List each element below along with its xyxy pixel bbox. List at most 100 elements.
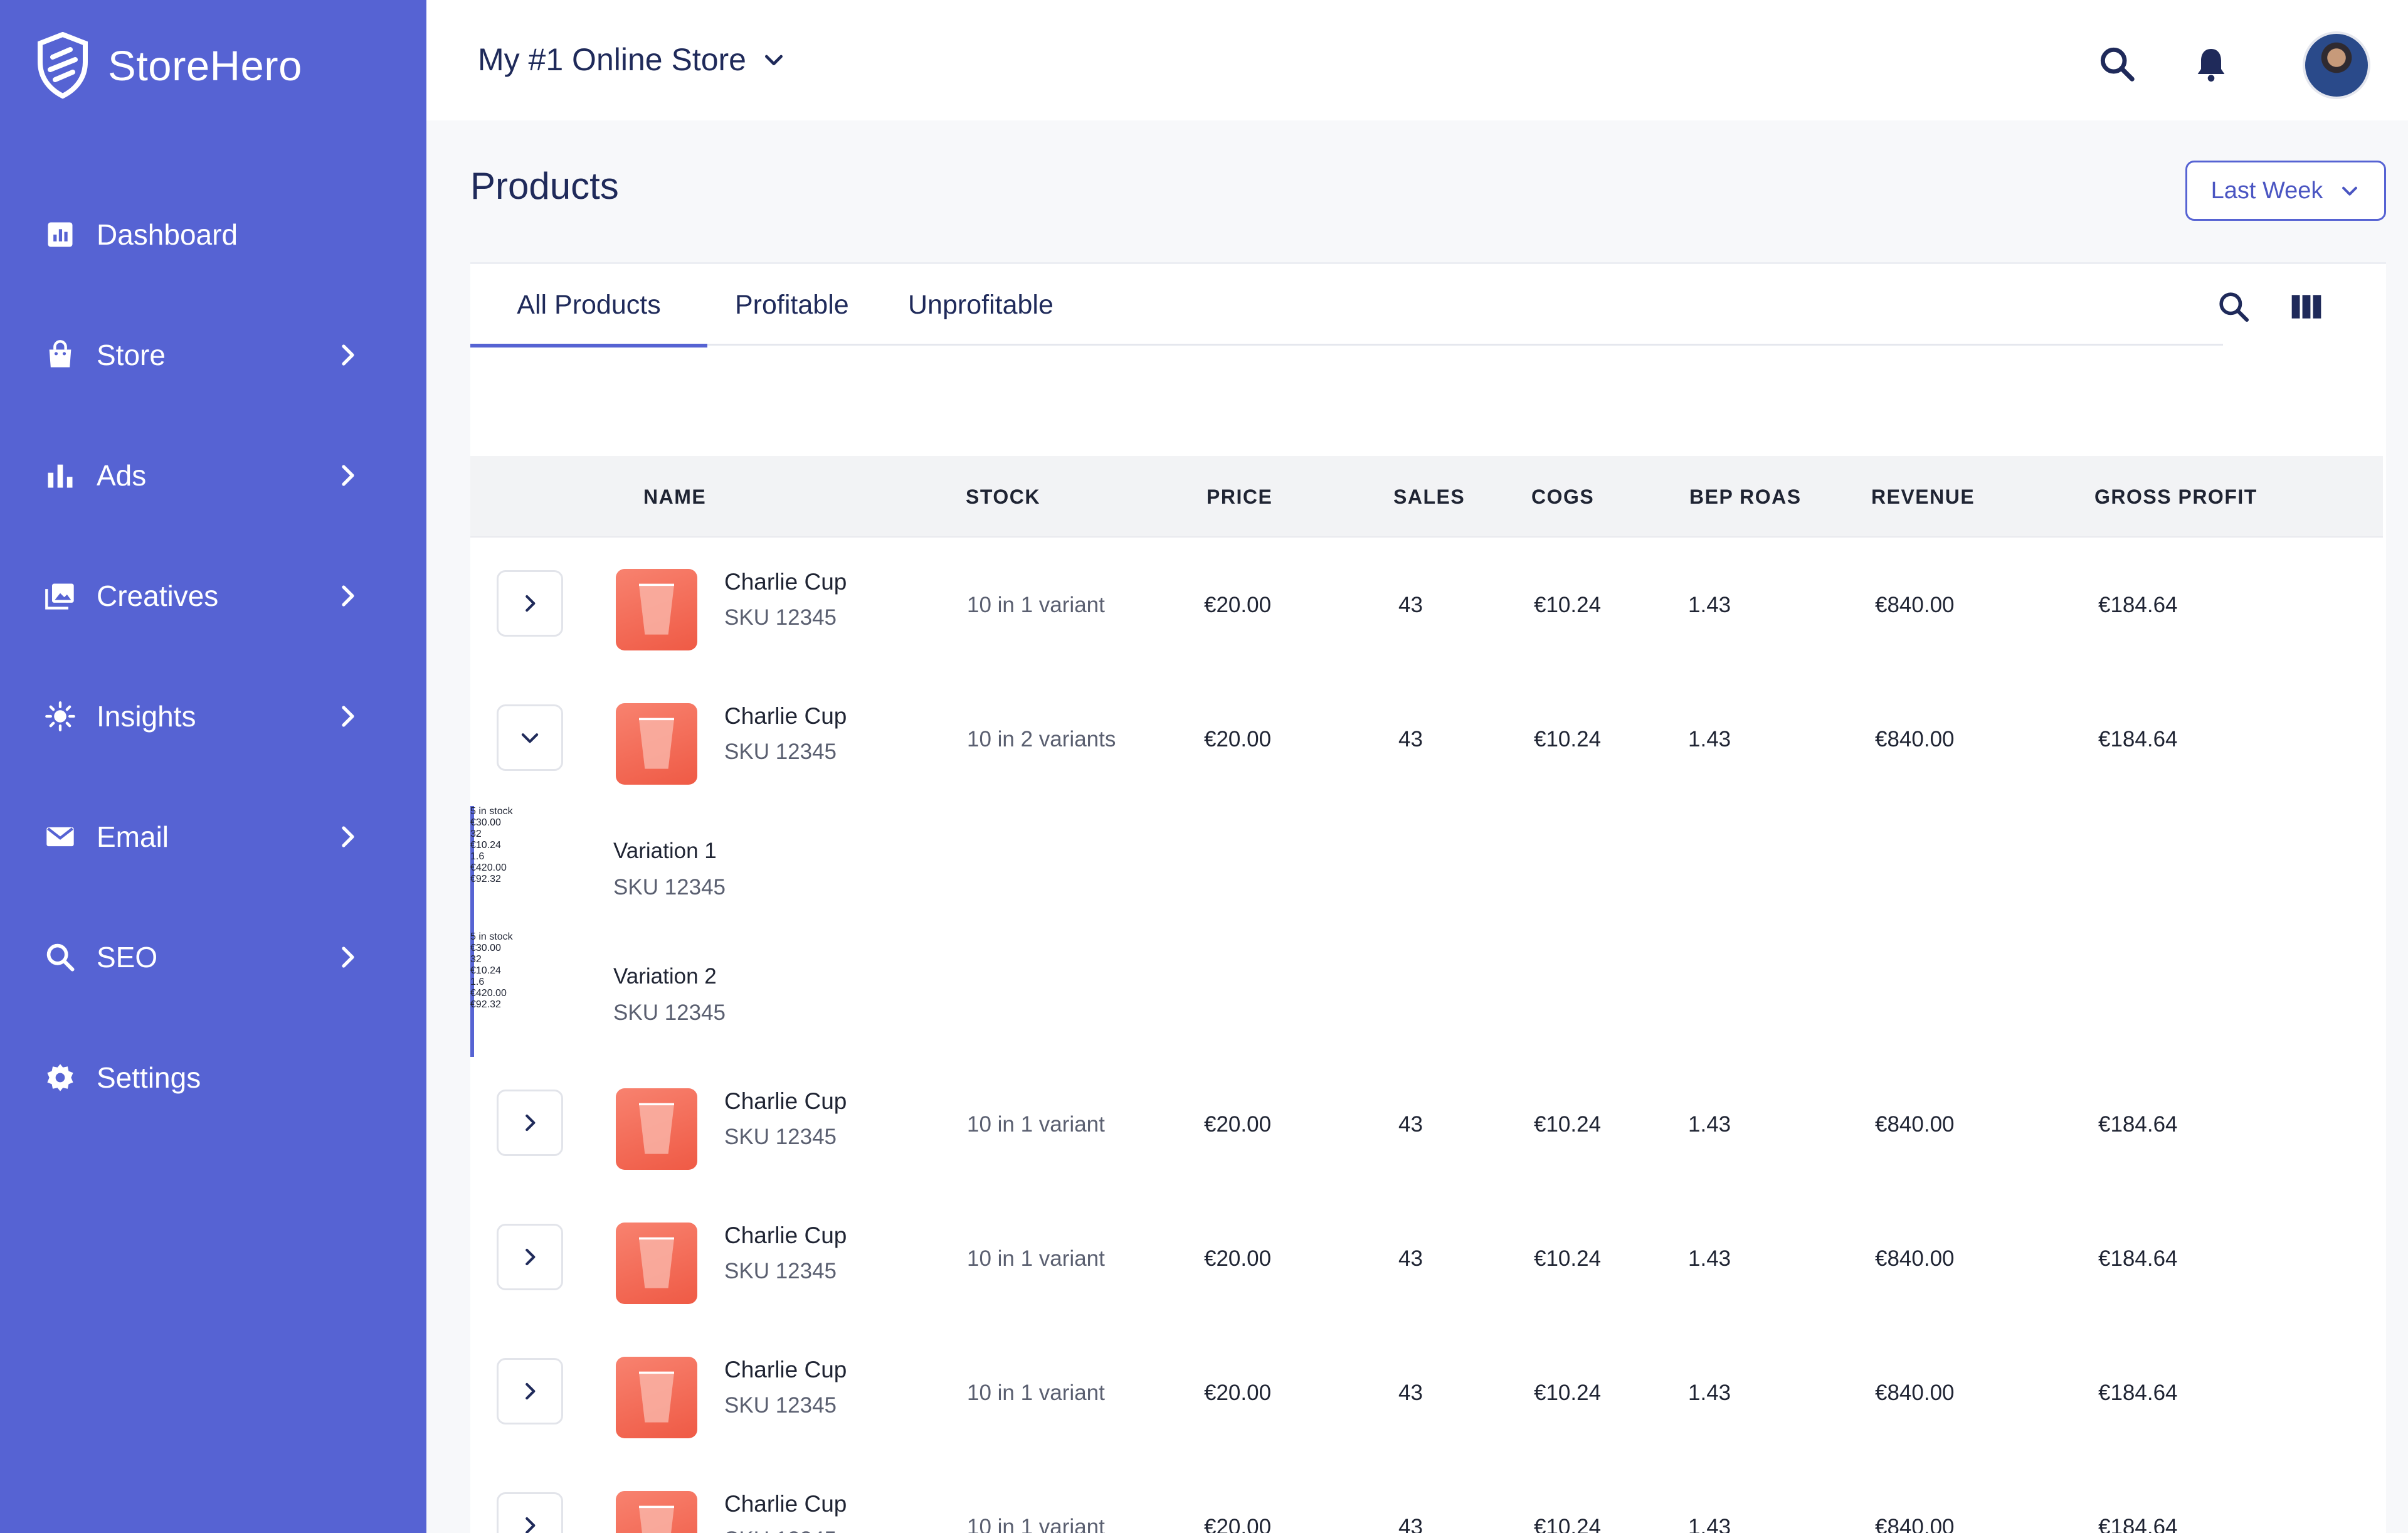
lightbulb-icon — [41, 698, 79, 735]
collapse-row-button[interactable] — [497, 704, 563, 771]
sidebar-item-seo[interactable]: SEO — [0, 920, 426, 995]
sales-cell: 43 — [1398, 1112, 1423, 1137]
cogs-cell: €10.24 — [1534, 1246, 1602, 1271]
product-thumbnail[interactable] — [616, 1491, 697, 1533]
stock-cell: 10 in 1 variant — [967, 1515, 1105, 1533]
product-name[interactable]: Charlie Cup — [724, 703, 847, 729]
table-row[interactable]: Charlie Cup SKU 12345 10 in 1 variant €2… — [470, 1191, 2383, 1325]
bep-roas-cell: 1.43 — [1688, 593, 1731, 617]
image-gallery-icon — [41, 577, 79, 615]
expand-row-button[interactable] — [497, 1358, 563, 1424]
chevron-down-icon — [2342, 186, 2358, 196]
column-header[interactable]: GROSS PROFIT — [2094, 485, 2258, 508]
variation-row[interactable]: Variation 1 SKU 12345 5 in stock €30.00 … — [470, 806, 2383, 931]
product-name[interactable]: Charlie Cup — [724, 1088, 847, 1114]
table-row[interactable]: Charlie Cup SKU 12345 10 in 1 variant €2… — [470, 1460, 2383, 1533]
tab-profitable[interactable]: Profitable — [735, 264, 849, 346]
sidebar-item-email[interactable]: Email — [0, 799, 426, 874]
store-selector[interactable]: My #1 Online Store — [478, 41, 786, 78]
sidebar: StoreHero Dashboard Store Ads Creatives … — [0, 0, 426, 1533]
table-row[interactable]: Charlie Cup SKU 12345 10 in 1 variant €2… — [470, 1325, 2383, 1460]
expand-row-button[interactable] — [497, 1492, 563, 1533]
expand-row-button[interactable] — [497, 1090, 563, 1156]
product-name[interactable]: Charlie Cup — [724, 1357, 847, 1382]
sidebar-item-insights[interactable]: Insights — [0, 679, 426, 754]
product-name[interactable]: Charlie Cup — [724, 569, 847, 595]
product-thumbnail[interactable] — [616, 1223, 697, 1304]
chevron-down-icon — [764, 55, 783, 65]
revenue-cell: €840.00 — [1875, 1381, 1955, 1405]
revenue-cell: €840.00 — [1875, 1515, 1955, 1533]
table-header: NAME STOCK PRICE SALES COGS BEP ROAS REV… — [470, 456, 2383, 538]
column-header[interactable]: SALES — [1393, 485, 1465, 508]
search-icon[interactable] — [2097, 44, 2137, 84]
sidebar-item-ads[interactable]: Ads — [0, 438, 426, 513]
product-thumbnail[interactable] — [616, 1088, 697, 1170]
stock-cell: 5 in stock — [470, 806, 513, 817]
cogs-cell: €10.24 — [1534, 1112, 1602, 1137]
product-thumbnail[interactable] — [616, 703, 697, 785]
gross-profit-cell: €92.32 — [470, 999, 501, 1010]
expand-row-button[interactable] — [497, 1224, 563, 1290]
column-header[interactable]: NAME — [643, 485, 707, 508]
column-header[interactable]: STOCK — [966, 485, 1040, 508]
bep-roas-cell: 1.6 — [470, 851, 485, 862]
chevron-right-icon — [342, 344, 354, 366]
sales-cell: 32 — [470, 954, 482, 965]
product-thumbnail[interactable] — [616, 1357, 697, 1438]
columns-icon[interactable] — [2289, 289, 2324, 324]
product-thumbnail[interactable] — [616, 569, 697, 650]
stock-cell: 5 in stock — [470, 931, 513, 942]
products-panel: All Products Profitable Unprofitable NAM… — [470, 262, 2386, 1533]
stock-cell: 10 in 1 variant — [967, 1381, 1105, 1405]
product-name[interactable]: Charlie Cup — [724, 1223, 847, 1248]
sidebar-item-label: SEO — [97, 941, 158, 973]
expand-row-button[interactable] — [497, 570, 563, 637]
stock-cell: 10 in 1 variant — [967, 1112, 1105, 1137]
product-sku: SKU 12345 — [724, 1393, 837, 1418]
period-dropdown[interactable]: Last Week — [2185, 161, 2386, 221]
chevron-right-icon — [525, 1382, 536, 1400]
column-header[interactable]: COGS — [1531, 485, 1595, 508]
table-row[interactable]: Charlie Cup SKU 12345 10 in 1 variant €2… — [470, 538, 2383, 672]
avatar[interactable] — [2303, 31, 2370, 99]
search-icon[interactable] — [2216, 289, 2251, 324]
table-row[interactable]: Charlie Cup SKU 12345 10 in 1 variant €2… — [470, 1057, 2383, 1191]
sidebar-item-label: Store — [97, 339, 166, 371]
dashboard-icon — [41, 216, 79, 253]
brand-logo[interactable]: StoreHero — [35, 31, 302, 100]
table-row[interactable]: Charlie Cup SKU 12345 10 in 2 variants €… — [470, 672, 2383, 806]
column-header[interactable]: PRICE — [1207, 485, 1273, 508]
bell-icon[interactable] — [2191, 44, 2231, 84]
top-bar: My #1 Online Store — [426, 0, 2408, 120]
cogs-cell: €10.24 — [470, 965, 501, 976]
product-name[interactable]: Charlie Cup — [724, 1491, 847, 1517]
column-header[interactable]: BEP ROAS — [1689, 485, 1802, 508]
revenue-cell: €840.00 — [1875, 727, 1955, 751]
product-sku: SKU 12345 — [724, 1125, 837, 1149]
sales-cell: 43 — [1398, 1246, 1423, 1271]
tab-all-products[interactable]: All Products — [470, 264, 707, 347]
sidebar-item-settings[interactable]: Settings — [0, 1040, 426, 1115]
sales-cell: 32 — [470, 829, 482, 839]
bep-roas-cell: 1.43 — [1688, 1381, 1731, 1405]
gross-profit-cell: €184.64 — [2098, 727, 2178, 751]
bep-roas-cell: 1.43 — [1688, 727, 1731, 751]
chevron-right-icon — [342, 465, 354, 486]
price-cell: €30.00 — [470, 943, 501, 953]
sidebar-item-creatives[interactable]: Creatives — [0, 558, 426, 634]
column-header[interactable]: REVENUE — [1871, 485, 1975, 508]
cup-icon — [639, 1371, 674, 1423]
gross-profit-cell: €184.64 — [2098, 1112, 2178, 1137]
revenue-cell: €420.00 — [470, 862, 507, 873]
revenue-cell: €840.00 — [1875, 1112, 1955, 1137]
stock-cell: 10 in 1 variant — [967, 593, 1105, 617]
sidebar-item-label: Dashboard — [97, 218, 238, 251]
sidebar-item-dashboard[interactable]: Dashboard — [0, 197, 426, 272]
tab-unprofitable[interactable]: Unprofitable — [908, 264, 1054, 346]
price-cell: €20.00 — [1204, 593, 1272, 617]
variation-row[interactable]: Variation 2 SKU 12345 5 in stock €30.00 … — [470, 931, 2383, 1057]
sales-cell: 43 — [1398, 727, 1423, 751]
price-cell: €20.00 — [1204, 1112, 1272, 1137]
sidebar-item-store[interactable]: Store — [0, 317, 426, 393]
